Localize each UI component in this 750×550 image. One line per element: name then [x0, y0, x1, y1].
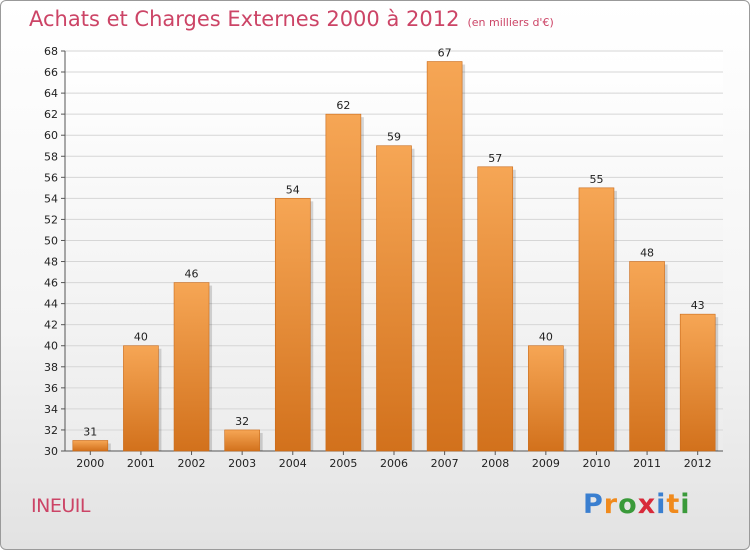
x-tick-label-2000: 2000 [76, 457, 104, 470]
bar-2005 [325, 113, 362, 452]
y-tick-label: 42 [44, 319, 58, 332]
bar-2000 [72, 440, 109, 452]
bar-2008 [477, 166, 514, 452]
x-tick-label-2009: 2009 [532, 457, 560, 470]
y-tick-label: 68 [44, 45, 58, 58]
data-labels: 31 40 46 32 54 62 59 67 57 40 55 48 43 [83, 47, 704, 439]
logo-letter: r [603, 489, 619, 520]
value-label-2006: 59 [387, 131, 401, 144]
y-tick-label: 32 [44, 424, 58, 437]
y-tick-label: 44 [44, 298, 58, 311]
value-label-2004: 54 [286, 183, 300, 196]
bar-2006 [376, 145, 412, 452]
bar-2001 [123, 345, 159, 452]
y-tick-label: 52 [44, 213, 58, 226]
value-label-2002: 46 [185, 268, 199, 281]
x-tick-labels: 2000 2001 2002 2003 2004 2005 2006 2007 2008 2009… [76, 457, 711, 470]
title-main: Achats et Charges Externes 2000 à 2012 [29, 7, 460, 31]
bar-2012 [679, 313, 716, 452]
commune-name: INEUIL [31, 495, 90, 517]
y-tick-label: 40 [44, 340, 58, 353]
proxiti-logo: Proxiti [583, 489, 691, 520]
value-label-2005: 62 [336, 99, 350, 112]
y-tick-label: 62 [44, 108, 58, 121]
x-tick-label-2012: 2012 [684, 457, 712, 470]
bar-2003 [224, 429, 260, 452]
x-tick-label-2001: 2001 [127, 457, 155, 470]
y-tick-label: 56 [44, 171, 58, 184]
chart-title: Achats et Charges Externes 2000 à 2012 (e… [29, 7, 554, 31]
bar-2002 [173, 282, 210, 452]
y-tick-label: 66 [44, 66, 58, 79]
y-tick-label: 50 [44, 234, 58, 247]
x-tick-label-2002: 2002 [178, 457, 206, 470]
value-label-2001: 40 [134, 331, 148, 344]
bar-2010 [578, 187, 615, 452]
y-tick-label: 64 [44, 87, 58, 100]
bars [72, 61, 719, 452]
x-tick-label-2004: 2004 [279, 457, 307, 470]
value-label-2007: 67 [438, 47, 452, 60]
y-tick-label: 58 [44, 150, 58, 163]
logo-letter: i [680, 489, 691, 520]
logo-letter: P [583, 489, 604, 520]
value-label-2011: 48 [640, 247, 654, 260]
logo-letter: i [656, 489, 667, 520]
logo-letter: o [618, 489, 638, 520]
bar-2011 [629, 261, 665, 452]
y-tick-label: 54 [44, 192, 58, 205]
y-tick-label: 60 [44, 129, 58, 142]
x-tick-label-2006: 2006 [380, 457, 408, 470]
x-tick-label-2011: 2011 [633, 457, 661, 470]
value-label-2012: 43 [691, 299, 705, 312]
logo-letter: x [637, 489, 657, 520]
y-tick-label: 34 [44, 403, 58, 416]
value-label-2010: 55 [589, 173, 603, 186]
value-label-2003: 32 [235, 415, 249, 428]
y-tick-labels: 30 32 34 36 38 40 42 44 46 48 50 52 54 56 58 60 62 64 66 68 [44, 45, 58, 458]
y-tick-label: 38 [44, 361, 58, 374]
y-tick-label: 46 [44, 277, 58, 290]
x-tick-label-2007: 2007 [431, 457, 459, 470]
y-tick-label: 36 [44, 382, 58, 395]
y-tick-label: 48 [44, 256, 58, 269]
bar-2004 [274, 198, 311, 452]
x-tick-label-2003: 2003 [228, 457, 256, 470]
bar-2009 [528, 345, 564, 452]
logo-letter: t [666, 489, 681, 520]
x-tick-label-2005: 2005 [329, 457, 357, 470]
x-tick-label-2008: 2008 [481, 457, 509, 470]
x-tick-label-2010: 2010 [582, 457, 610, 470]
value-label-2008: 57 [488, 152, 502, 165]
title-unit: (en milliers d'€) [467, 16, 554, 29]
bar-2007 [426, 61, 463, 452]
y-tick-label: 30 [44, 445, 58, 458]
value-label-2009: 40 [539, 331, 553, 344]
value-label-2000: 31 [83, 425, 97, 438]
